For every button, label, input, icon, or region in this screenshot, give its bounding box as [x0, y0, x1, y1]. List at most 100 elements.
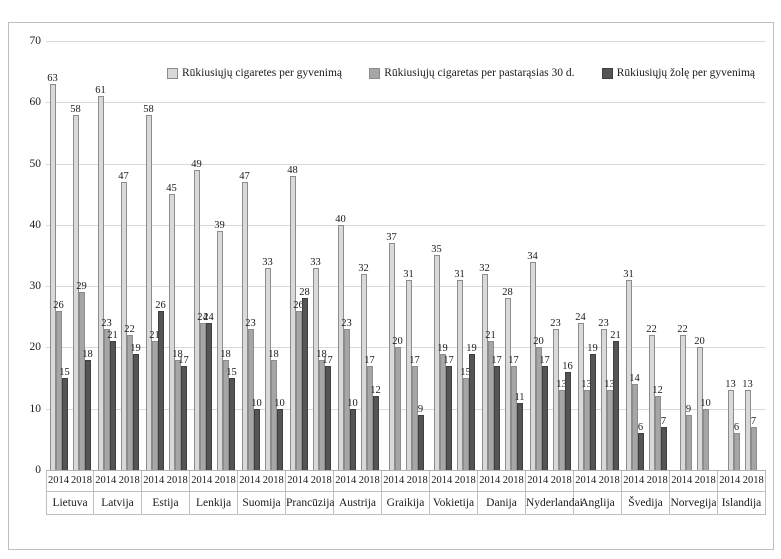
year-label: 2014 — [143, 475, 165, 486]
legend: Rūkiusiųjų cigaretes per gyvenimą Rūkius… — [167, 67, 755, 79]
bar-value-label: 45 — [166, 183, 177, 194]
bar-value-label: 18 — [220, 349, 231, 360]
year-group-2018: 23 13 16 — [550, 318, 573, 470]
bar-series3-vokietija-2014: 17 — [443, 355, 454, 470]
bar-series2-estija-2014: 21 — [149, 330, 160, 470]
year-label: 2018 — [502, 475, 524, 486]
legend-item-weed-lifetime: Rūkiusiųjų žolę per gyvenimą — [601, 67, 755, 79]
year-group-2014: 48 26 28 — [287, 165, 310, 470]
bar-value-label: 32 — [358, 263, 369, 274]
bar-value-label: 37 — [386, 232, 397, 243]
bar-series2-danija-2018: 17 — [508, 355, 519, 470]
country-label-row: Lietuva Latvija Estija Lenkija Suomija Prancū… — [46, 492, 766, 515]
year-group-2018: 31 15 19 — [454, 269, 477, 470]
bar-value-label: 16 — [562, 361, 573, 372]
bar-value-label: 23 — [550, 318, 561, 329]
bar-value-label: 17 — [539, 355, 550, 366]
bar-value-label: 17 — [322, 355, 333, 366]
year-cells-lietuva: 2014 2018 — [46, 471, 94, 492]
y-axis-tick-label: 10 — [29, 403, 42, 415]
country-label-prancūzija: Prancūzija — [286, 492, 335, 515]
year-label: 2014 — [239, 475, 261, 486]
year-cells-anglija: 2014 2018 — [574, 471, 622, 492]
year-group-2018: 33 18 17 — [310, 257, 333, 470]
year-label: 2018 — [454, 475, 476, 486]
bar-value-label: 12 — [370, 385, 381, 396]
year-label: 2018 — [214, 475, 236, 486]
year-cells-latvija: 2014 2018 — [94, 471, 142, 492]
bar-series3-švedija-2014: 6 — [637, 422, 644, 470]
year-label: 2018 — [118, 475, 140, 486]
bar-series1-nyderlandai-2014: 34 — [527, 251, 538, 470]
bar-series1-prancūzija-2014: 48 — [287, 165, 298, 470]
legend-label: Rūkiusiųjų žolę per gyvenimą — [616, 67, 755, 79]
bar-value-label: 23 — [101, 318, 112, 329]
bar-value-label: 23 — [598, 318, 609, 329]
bar-value-label: 26 — [53, 300, 64, 311]
bar-value-label: 58 — [70, 104, 81, 115]
bar-series2-islandija-2014: 6 — [733, 422, 740, 470]
year-group-2014: 40 23 10 — [335, 214, 358, 470]
y-axis-tick-label: 60 — [29, 96, 42, 108]
bar-value-label: 20 — [392, 336, 403, 347]
bar-series1-norvegija-2014: 22 — [677, 324, 688, 470]
year-label: 2014 — [95, 475, 117, 486]
year-label: 2018 — [166, 475, 188, 486]
legend-item-cigarettes-30days: Rūkiusiųjų cigaretas per pastarąsias 30 … — [369, 67, 575, 79]
bar-value-label: 14 — [629, 373, 640, 384]
bar-value-label: 31 — [403, 269, 414, 280]
bar-value-label: 29 — [76, 281, 87, 292]
bar-series2-švedija-2014: 14 — [629, 373, 640, 470]
gridline-y70 — [46, 41, 766, 42]
year-group-2018: 39 18 15 — [214, 220, 237, 470]
year-group-2018: 31 17 9 — [403, 269, 424, 470]
bar-series3-prancūzija-2014: 28 — [299, 287, 310, 470]
bar-value-label: 19 — [466, 343, 477, 354]
bar-value-label: 31 — [623, 269, 634, 280]
year-label: 2014 — [527, 475, 549, 486]
bar-series3-latvija-2014: 21 — [107, 330, 118, 470]
bar-value-label: 48 — [287, 165, 298, 176]
bar-value-label: 21 — [149, 330, 160, 341]
bar-value-label: 6 — [637, 422, 644, 433]
year-group-2018: 22 12 7 — [646, 324, 667, 470]
year-cells-suomija: 2014 2018 — [238, 471, 286, 492]
bar-series2-austrija-2018: 17 — [364, 355, 375, 470]
bar-series3-danija-2018: 11 — [514, 392, 525, 470]
bar-value-label: 17 — [178, 355, 189, 366]
bar-series2-danija-2014: 21 — [485, 330, 496, 470]
year-label: 2014 — [383, 475, 405, 486]
bar-series2-latvija-2014: 23 — [101, 318, 112, 470]
year-group-2018: 47 22 19 — [118, 171, 141, 470]
bar-series2-anglija-2014: 13 — [581, 379, 592, 470]
bar-value-label: 18 — [172, 349, 183, 360]
gridline-y40 — [46, 225, 766, 226]
bar-value-label: 47 — [118, 171, 129, 182]
bar-series1-švedija-2014: 31 — [623, 269, 634, 470]
bar-value-label: 22 — [646, 324, 657, 335]
legend-swatch-light-icon — [167, 67, 178, 79]
bar-series3-suomija-2014: 10 — [251, 398, 262, 470]
bar-value-label: 19 — [437, 343, 448, 354]
bar-series1-anglija-2018: 23 — [598, 318, 609, 470]
bar-series1-anglija-2014: 24 — [575, 312, 586, 470]
bar-series1-graikija-2014: 37 — [386, 232, 397, 470]
bar-series2-graikija-2014: 20 — [392, 336, 403, 470]
bar-series3-anglija-2018: 21 — [610, 330, 621, 470]
bar-value-label: 13 — [556, 379, 567, 390]
bar-series3-danija-2014: 17 — [491, 355, 502, 470]
year-label: 2018 — [406, 475, 428, 486]
bar-series2-lietuva-2018: 29 — [76, 281, 87, 470]
year-label: 2014 — [623, 475, 645, 486]
bar-value-label: 20 — [694, 336, 705, 347]
year-cells-islandija: 2014 2018 — [718, 471, 766, 492]
bar-series3-lietuva-2014: 15 — [59, 367, 70, 470]
year-label-row: 2014 2018 2014 2018 2014 2018 2014 2018 2014 2018… — [46, 471, 766, 492]
country-label-nyderlandai: Nyderlandai — [526, 492, 583, 515]
country-group-norvegija: 22 9 20 10 — [670, 40, 718, 470]
bar-series3-vokietija-2018: 19 — [466, 343, 477, 470]
bar-value-label: 17 — [508, 355, 519, 366]
bar-value-label: 23 — [245, 318, 256, 329]
bar-series1-lenkija-2018: 39 — [214, 220, 225, 470]
country-group-anglija: 24 13 19 23 13 21 — [574, 40, 622, 470]
